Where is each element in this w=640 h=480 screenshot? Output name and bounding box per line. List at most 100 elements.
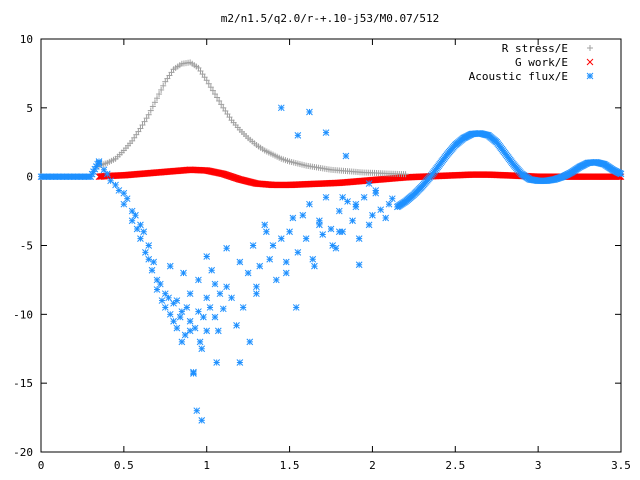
series-g-work xyxy=(95,166,625,189)
acoustic-flux-point xyxy=(322,193,330,201)
acoustic-flux-point xyxy=(170,317,177,325)
acoustic-flux-point xyxy=(382,214,390,222)
acoustic-flux-point xyxy=(128,217,136,225)
y-tick-label: -10 xyxy=(13,308,33,321)
acoustic-flux-point xyxy=(309,255,317,263)
r-stress-point xyxy=(203,77,210,84)
r-stress-point xyxy=(160,82,167,89)
acoustic-flux-point xyxy=(277,235,285,242)
acoustic-flux-point xyxy=(272,276,280,284)
acoustic-flux-point xyxy=(166,310,174,318)
acoustic-flux-point xyxy=(176,313,184,321)
acoustic-flux-point xyxy=(180,269,187,277)
r-stress-point xyxy=(222,107,229,114)
plot-area: 0 0.5 1 1.5 2 2.5 3 3.5 -20 -15 -10 -5 0 5 10 xyxy=(13,33,631,472)
r-stress-point xyxy=(162,78,169,85)
acoustic-flux-point xyxy=(166,262,174,270)
x-tick-label: 3.5 xyxy=(611,459,631,472)
acoustic-flux-point xyxy=(302,235,310,242)
acoustic-flux-point xyxy=(216,290,224,298)
acoustic-flux-point xyxy=(203,294,211,302)
r-stress-point xyxy=(154,95,160,102)
r-stress-point xyxy=(197,68,204,75)
acoustic-flux-point xyxy=(263,228,270,236)
r-stress-point xyxy=(199,71,206,78)
acoustic-flux-point xyxy=(103,170,111,178)
acoustic-flux-point xyxy=(191,324,199,332)
acoustic-flux-point xyxy=(203,327,211,335)
r-stress-point xyxy=(226,114,233,121)
acoustic-flux-point xyxy=(294,132,302,139)
acoustic-flux-point xyxy=(133,225,141,233)
acoustic-flux-point xyxy=(178,338,186,346)
acoustic-flux-point xyxy=(322,129,330,136)
acoustic-flux-point xyxy=(142,249,149,256)
acoustic-flux-point xyxy=(120,189,128,197)
r-stress-point xyxy=(149,103,156,110)
acoustic-flux-point xyxy=(186,290,194,298)
acoustic-flux-point xyxy=(181,331,189,339)
acoustic-flux-point xyxy=(137,235,144,242)
acoustic-flux-point xyxy=(213,359,221,366)
acoustic-flux-point xyxy=(137,221,144,229)
acoustic-flux-point xyxy=(145,242,153,249)
acoustic-flux-point xyxy=(360,193,368,201)
x-tick-label: 2 xyxy=(369,459,376,472)
r-stress-point xyxy=(218,101,225,108)
r-stress-point xyxy=(207,84,214,91)
acoustic-flux-point xyxy=(306,108,313,116)
r-stress-point xyxy=(402,171,409,178)
acoustic-flux-point xyxy=(299,211,307,219)
acoustic-flux-point xyxy=(266,255,274,263)
acoustic-flux-point xyxy=(206,304,214,311)
x-tick-label: 0 xyxy=(38,459,45,472)
r-stress-point xyxy=(137,125,144,132)
legend-label: G work/E xyxy=(515,56,568,69)
acoustic-flux-point xyxy=(365,221,373,229)
acoustic-flux-point xyxy=(219,305,227,313)
acoustic-flux-point xyxy=(233,321,240,329)
acoustic-flux-point xyxy=(246,338,254,346)
acoustic-flux-point xyxy=(211,313,219,321)
acoustic-flux-point xyxy=(311,262,318,270)
acoustic-flux-point xyxy=(183,304,191,311)
acoustic-flux-point xyxy=(377,206,385,214)
acoustic-flux-point xyxy=(294,249,302,256)
r-stress-point xyxy=(141,118,148,125)
acoustic-flux-point xyxy=(339,193,346,201)
y-tick-label: -20 xyxy=(13,446,33,459)
acoustic-flux-point xyxy=(335,207,343,215)
acoustic-flux-point xyxy=(292,304,300,311)
acoustic-flux-point xyxy=(277,104,285,112)
acoustic-flux-point xyxy=(95,159,103,167)
chart-title: m2/n1.5/q2.0/r-+.10-j53/M0.07/512 xyxy=(221,12,440,25)
acoustic-flux-point xyxy=(342,152,350,160)
y-tick-label: 5 xyxy=(26,102,33,115)
acoustic-flux-point xyxy=(236,258,244,266)
acoustic-flux-point xyxy=(153,286,161,293)
acoustic-flux-point xyxy=(319,231,327,238)
acoustic-flux-point xyxy=(256,262,264,270)
acoustic-flux-point xyxy=(335,228,343,236)
y-tick-label: 0 xyxy=(26,171,33,184)
acoustic-flux-point xyxy=(128,207,136,215)
acoustic-flux-point xyxy=(344,198,351,205)
r-stress-point xyxy=(133,131,140,138)
r-stress-point xyxy=(143,115,150,122)
x-tick-label: 0.5 xyxy=(114,459,134,472)
legend-label: R stress/E xyxy=(502,42,568,55)
r-stress-point xyxy=(214,94,221,101)
r-stress-point xyxy=(205,80,212,87)
acoustic-flux-point xyxy=(123,195,131,203)
acoustic-flux-point xyxy=(100,166,108,174)
acoustic-flux-point xyxy=(203,253,211,260)
x-tick-label: 1.5 xyxy=(280,459,300,472)
acoustic-flux-point xyxy=(244,269,252,277)
x-tick-label: 1 xyxy=(203,459,210,472)
acoustic-flux-point xyxy=(306,200,313,208)
r-stress-point xyxy=(139,122,146,129)
r-stress-point xyxy=(216,97,223,104)
acoustic-flux-point xyxy=(355,235,363,242)
acoustic-flux-point xyxy=(132,211,139,219)
